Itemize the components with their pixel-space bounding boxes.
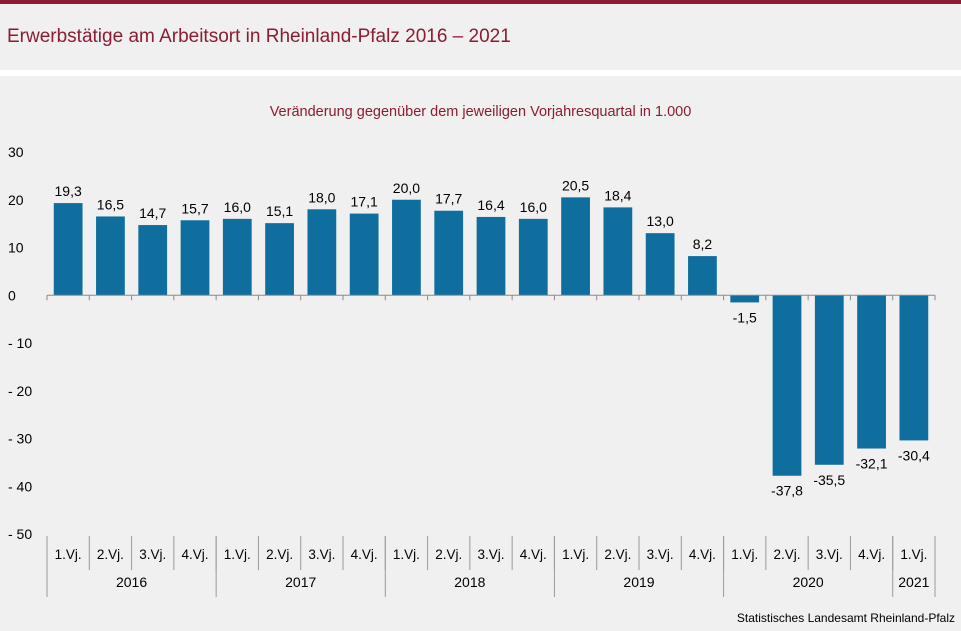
top-accent-bar [0,0,961,4]
y-tick-label: - 10 [8,335,32,351]
data-label: 13,0 [647,213,674,229]
x-tick-label: 1.Vj. [224,547,251,562]
x-tick-label: 1.Vj. [562,547,589,562]
x-tick-label: 4.Vj. [520,547,547,562]
bar [561,197,590,296]
y-tick-label: - 50 [8,526,32,542]
bar [857,295,886,449]
data-label: 14,7 [139,205,166,221]
x-tick-label: 1.Vj. [393,547,420,562]
bar [899,295,929,441]
y-tick-label: 20 [8,192,24,208]
bar [518,218,548,296]
bar [772,295,802,476]
data-label: 17,7 [435,191,462,207]
y-tick-label: 10 [8,240,24,256]
x-tick-label: 4.Vj. [181,547,208,562]
x-tick-label: 1.Vj. [731,547,758,562]
data-label: 17,1 [351,194,378,210]
data-label: -32,1 [856,456,888,472]
year-label: 2016 [116,574,147,590]
year-label: 2017 [285,574,316,590]
bar [434,210,464,296]
bar [814,295,844,465]
data-label: 16,0 [224,199,251,215]
data-label: -1,5 [733,309,757,325]
y-tick-label: 0 [8,287,16,303]
bar [349,213,379,296]
x-tick-label: 4.Vj. [689,547,716,562]
x-tick-label: 2.Vj. [773,547,800,562]
x-tick-label: 3.Vj. [477,547,504,562]
data-label: 8,2 [693,236,713,252]
data-label: 16,0 [520,199,547,215]
bar [53,203,83,296]
bar [138,225,168,296]
x-tick-label: 3.Vj. [647,547,674,562]
data-label: 20,0 [393,180,420,196]
x-tick-label: 4.Vj. [858,547,885,562]
x-tick-label: 3.Vj. [139,547,166,562]
bar [222,218,252,296]
data-label: 18,0 [308,189,335,205]
data-label: -35,5 [813,472,845,488]
y-tick-label: - 20 [8,383,32,399]
x-tick-label: 1.Vj. [55,547,82,562]
bar [688,256,717,296]
year-label: 2019 [623,574,654,590]
bar [265,223,294,296]
bar [392,199,421,296]
x-tick-label: 2.Vj. [604,547,631,562]
bar [603,207,633,296]
data-label: 19,3 [55,183,82,199]
bar [180,220,210,296]
data-label: 15,7 [181,200,208,216]
data-label: -37,8 [771,483,803,499]
x-tick-label: 2.Vj. [435,547,462,562]
data-label: 18,4 [604,187,631,203]
source-note: Statistisches Landesamt Rheinland-Pfalz [736,611,955,625]
data-label: 16,5 [97,196,124,212]
data-label: 16,4 [477,197,504,213]
y-tick-label: 30 [8,144,24,160]
value-labels: 19,3 16,5 14,7 15,7 16,0 15,1 18,0 17,1 20,0 17,7… [55,177,931,498]
bars [53,197,929,476]
bar [645,233,675,296]
x-tick-label: 2.Vj. [97,547,124,562]
bar [730,295,760,303]
bar [307,209,337,296]
chart-subtitle: Veränderung gegenüber dem jeweiligen Vor… [269,104,692,120]
x-tick-label: 2.Vj. [266,547,293,562]
header-divider [0,70,961,76]
year-label: 2020 [793,574,824,590]
x-tick-label: 1.Vj. [900,547,927,562]
x-axis: 1.Vj. 2.Vj. 3.Vj. 4.Vj. 1.Vj. 2.Vj. 3.Vj. 4.Vj.… [46,294,936,597]
y-axis: 30 20 10 0 - 10 - 20 - 30 - 40 - 50 [8,144,32,542]
data-label: -30,4 [898,447,930,463]
page-title: Erwerbstätige am Arbeitsort in Rheinland… [7,26,511,47]
data-label: 20,5 [562,177,589,193]
data-label: 15,1 [266,203,293,219]
header: Erwerbstätige am Arbeitsort in Rheinland… [0,4,961,70]
bar [96,216,125,296]
x-tick-label: 3.Vj. [816,547,843,562]
x-tick-label: 4.Vj. [351,547,378,562]
y-tick-label: - 30 [8,431,32,447]
y-tick-label: - 40 [8,478,32,494]
year-label: 2018 [454,574,485,590]
year-label: 2021 [898,574,929,590]
bar [476,216,506,296]
x-tick-label: 3.Vj. [308,547,335,562]
